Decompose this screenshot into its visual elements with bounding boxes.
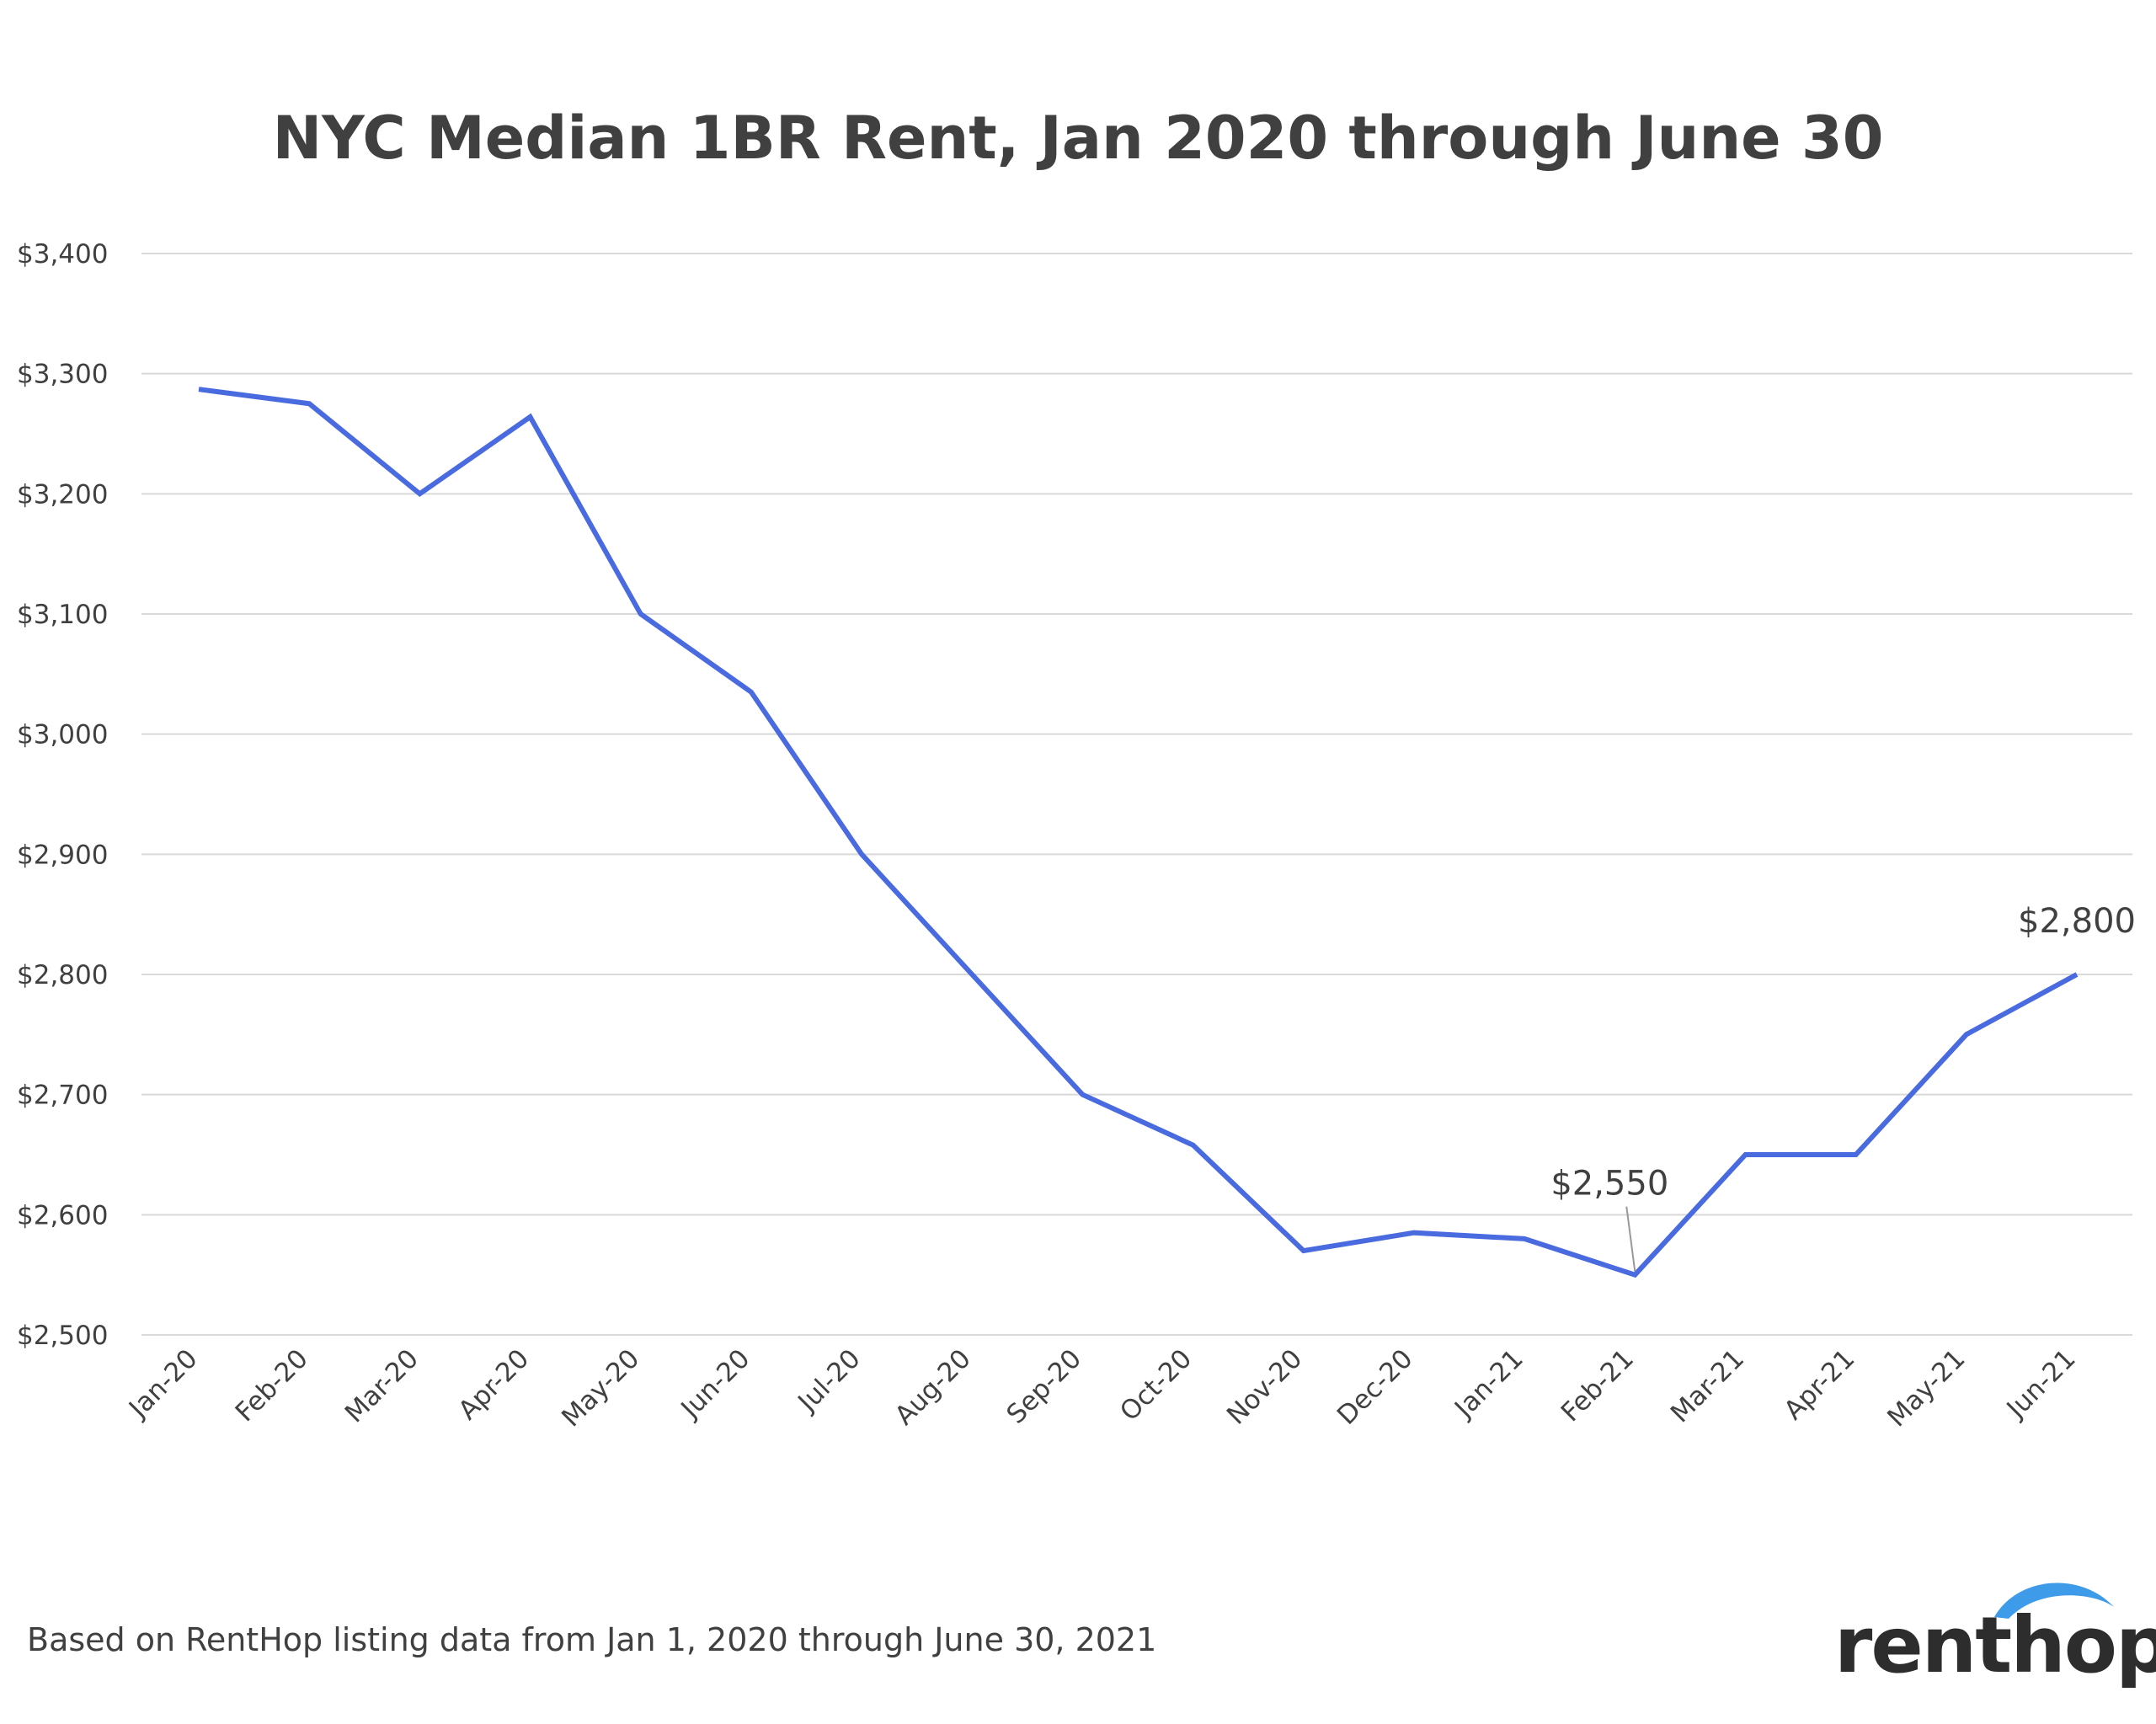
chart-title: NYC Median 1BR Rent, Jan 2020 through Ju… — [273, 104, 1884, 173]
y-tick-label: $2,900 — [17, 840, 108, 870]
data-label: $2,800 — [2018, 902, 2136, 941]
x-tick-label: Aug-20 — [889, 1343, 977, 1431]
y-tick-label: $2,600 — [17, 1200, 108, 1230]
x-tick-label: Jan-21 — [1448, 1343, 1529, 1424]
x-tick-label: Jun-21 — [2000, 1343, 2082, 1425]
x-tick-label: May-21 — [1881, 1343, 1971, 1433]
source-footnote: Based on RentHop listing data from Jan 1… — [27, 1621, 1156, 1658]
arc-logo-icon — [1994, 1583, 2114, 1619]
x-tick-label: Dec-20 — [1331, 1343, 1419, 1431]
x-tick-label: Jun-20 — [675, 1343, 756, 1425]
x-tick-label: Apr-21 — [1779, 1343, 1861, 1426]
x-tick-label: Mar-20 — [339, 1343, 424, 1428]
y-tick-label: $3,200 — [17, 479, 108, 510]
y-tick-label: $2,800 — [17, 960, 108, 990]
data-label: $2,550 — [1550, 1165, 1668, 1204]
grid-lines — [141, 253, 2132, 1336]
x-tick-label: Jan-20 — [122, 1343, 203, 1424]
y-tick-label: $2,700 — [17, 1081, 108, 1111]
y-tick-label: $3,100 — [17, 600, 108, 630]
y-tick-label: $3,400 — [17, 239, 108, 270]
series-line — [198, 387, 2079, 1278]
x-axis-tick-labels: Jan-20 Feb-20 Mar-20 Apr-20 May-20 Jun-20 Jul-… — [122, 1343, 2081, 1433]
logo-wordmark: renthop — [1834, 1600, 2156, 1690]
annotation-leader — [1625, 1206, 1636, 1272]
y-tick-label: $2,500 — [17, 1321, 108, 1351]
renthop-logo: renthop — [1834, 1583, 2156, 1690]
series-layer — [198, 387, 2079, 1278]
x-tick-label: Jul-20 — [792, 1343, 867, 1418]
x-tick-label: May-20 — [556, 1343, 645, 1433]
x-tick-label: Apr-20 — [452, 1343, 535, 1426]
x-tick-label: Sep-20 — [1001, 1343, 1087, 1430]
x-tick-label: Feb-20 — [230, 1343, 314, 1428]
x-tick-label: Oct-20 — [1114, 1343, 1198, 1427]
x-tick-label: Feb-21 — [1556, 1343, 1640, 1428]
annotation-layer: $2,550 $2,800 — [1550, 902, 2136, 1272]
x-tick-label: Mar-21 — [1665, 1343, 1750, 1428]
y-tick-label: $3,000 — [17, 720, 108, 750]
y-axis-tick-labels: $2,500 $2,600 $2,700 $2,800 $2,900 $3,000 $3,1… — [17, 239, 108, 1351]
x-tick-label: Nov-20 — [1221, 1343, 1308, 1430]
y-tick-label: $3,300 — [17, 360, 108, 390]
